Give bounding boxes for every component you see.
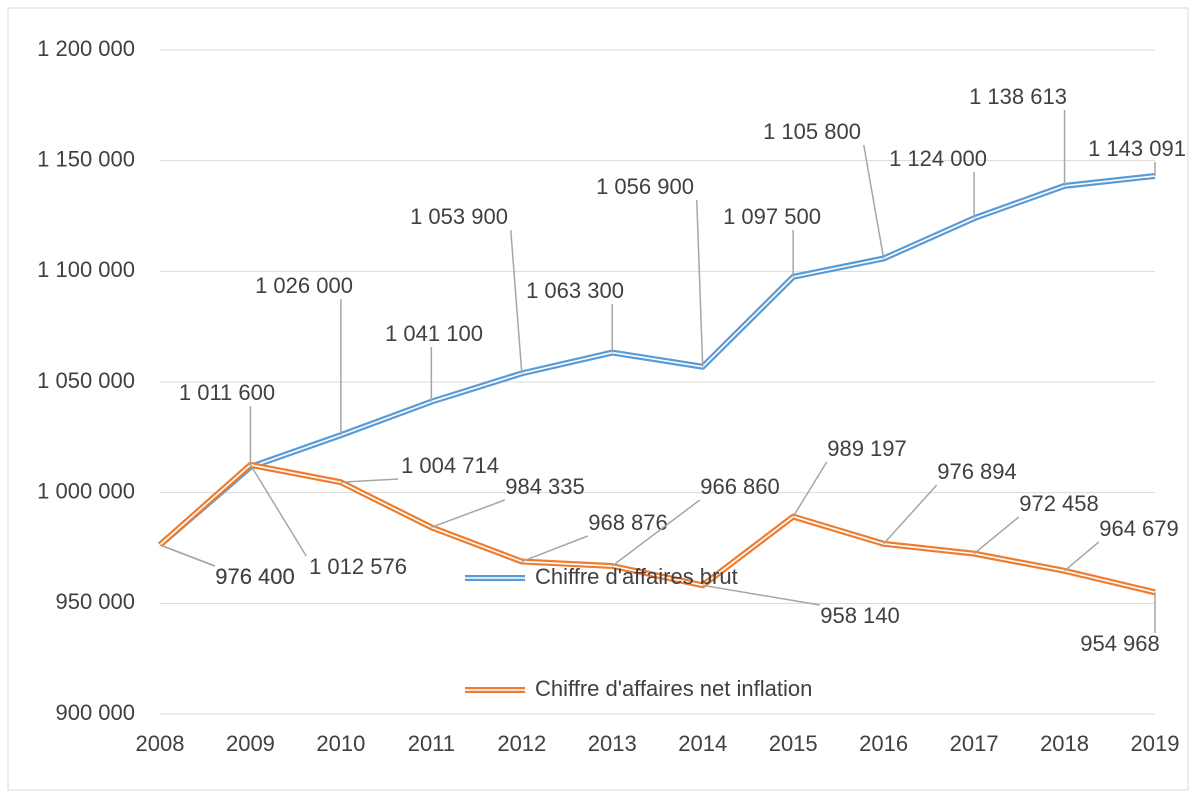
data-label: 989 197 bbox=[827, 436, 907, 461]
data-label: 1 004 714 bbox=[401, 453, 499, 478]
data-label: 972 458 bbox=[1019, 491, 1099, 516]
data-label: 1 097 500 bbox=[723, 204, 821, 229]
data-label: 1 011 600 bbox=[179, 380, 275, 405]
data-label: 958 140 bbox=[820, 603, 900, 628]
y-tick-label: 1 200 000 bbox=[37, 36, 135, 61]
data-label: 1 138 613 bbox=[969, 84, 1067, 109]
series-line-core bbox=[159, 175, 1156, 546]
data-label: 1 053 900 bbox=[410, 204, 508, 229]
series-line-core bbox=[159, 464, 1156, 594]
data-label: 1 143 091 bbox=[1088, 136, 1186, 161]
data-label: 968 876 bbox=[588, 510, 668, 535]
y-tick-label: 1 150 000 bbox=[37, 146, 135, 171]
data-label: 966 860 bbox=[700, 474, 780, 499]
x-tick-label: 2008 bbox=[136, 731, 185, 756]
x-tick-label: 2012 bbox=[497, 731, 546, 756]
x-tick-label: 2015 bbox=[769, 731, 818, 756]
y-tick-label: 900 000 bbox=[55, 700, 135, 725]
x-tick-label: 2014 bbox=[678, 731, 727, 756]
leader-line bbox=[611, 499, 701, 567]
legend-label: Chiffre d'affaires brut bbox=[535, 564, 738, 589]
data-label: 1 026 000 bbox=[255, 273, 353, 298]
leader-line bbox=[340, 478, 399, 483]
x-tick-label: 2018 bbox=[1040, 731, 1089, 756]
y-tick-label: 1 100 000 bbox=[37, 257, 135, 282]
chart-border bbox=[7, 7, 1189, 791]
data-label: 976 400 bbox=[215, 564, 295, 589]
data-label: 976 400 bbox=[215, 564, 295, 589]
leader-line bbox=[159, 544, 216, 567]
x-tick-label: 2011 bbox=[408, 731, 455, 756]
leader-line bbox=[863, 144, 885, 259]
y-tick-label: 1 050 000 bbox=[37, 368, 135, 393]
x-tick-label: 2016 bbox=[859, 731, 908, 756]
leader-line bbox=[249, 464, 307, 557]
data-label: 1 041 100 bbox=[385, 321, 483, 346]
x-tick-label: 2009 bbox=[226, 731, 275, 756]
leader-line bbox=[431, 499, 506, 529]
data-label: 1 063 300 bbox=[526, 278, 624, 303]
data-label: 1 056 900 bbox=[596, 174, 694, 199]
leader-line bbox=[1064, 541, 1100, 572]
x-tick-label: 2010 bbox=[316, 731, 365, 756]
leader-line bbox=[883, 484, 938, 545]
data-label: 964 679 bbox=[1099, 516, 1179, 541]
y-tick-label: 1 000 000 bbox=[37, 478, 135, 503]
leader-line bbox=[792, 461, 828, 517]
x-tick-label: 2013 bbox=[588, 731, 637, 756]
x-tick-label: 2019 bbox=[1131, 731, 1180, 756]
leader-line bbox=[510, 229, 523, 374]
data-label: 984 335 bbox=[505, 474, 585, 499]
data-label: 1 105 800 bbox=[763, 119, 861, 144]
leader-line bbox=[702, 584, 820, 606]
y-tick-label: 950 000 bbox=[55, 589, 135, 614]
x-tick-label: 2017 bbox=[950, 731, 999, 756]
data-label: 1 124 000 bbox=[889, 146, 987, 171]
data-label: 976 894 bbox=[937, 459, 1017, 484]
data-label: 1 012 576 bbox=[309, 554, 407, 579]
leader-line bbox=[696, 199, 704, 367]
leader-line bbox=[973, 516, 1020, 555]
data-label: 954 968 bbox=[1080, 631, 1160, 656]
leader-line bbox=[521, 535, 589, 563]
legend-label: Chiffre d'affaires net inflation bbox=[535, 676, 812, 701]
